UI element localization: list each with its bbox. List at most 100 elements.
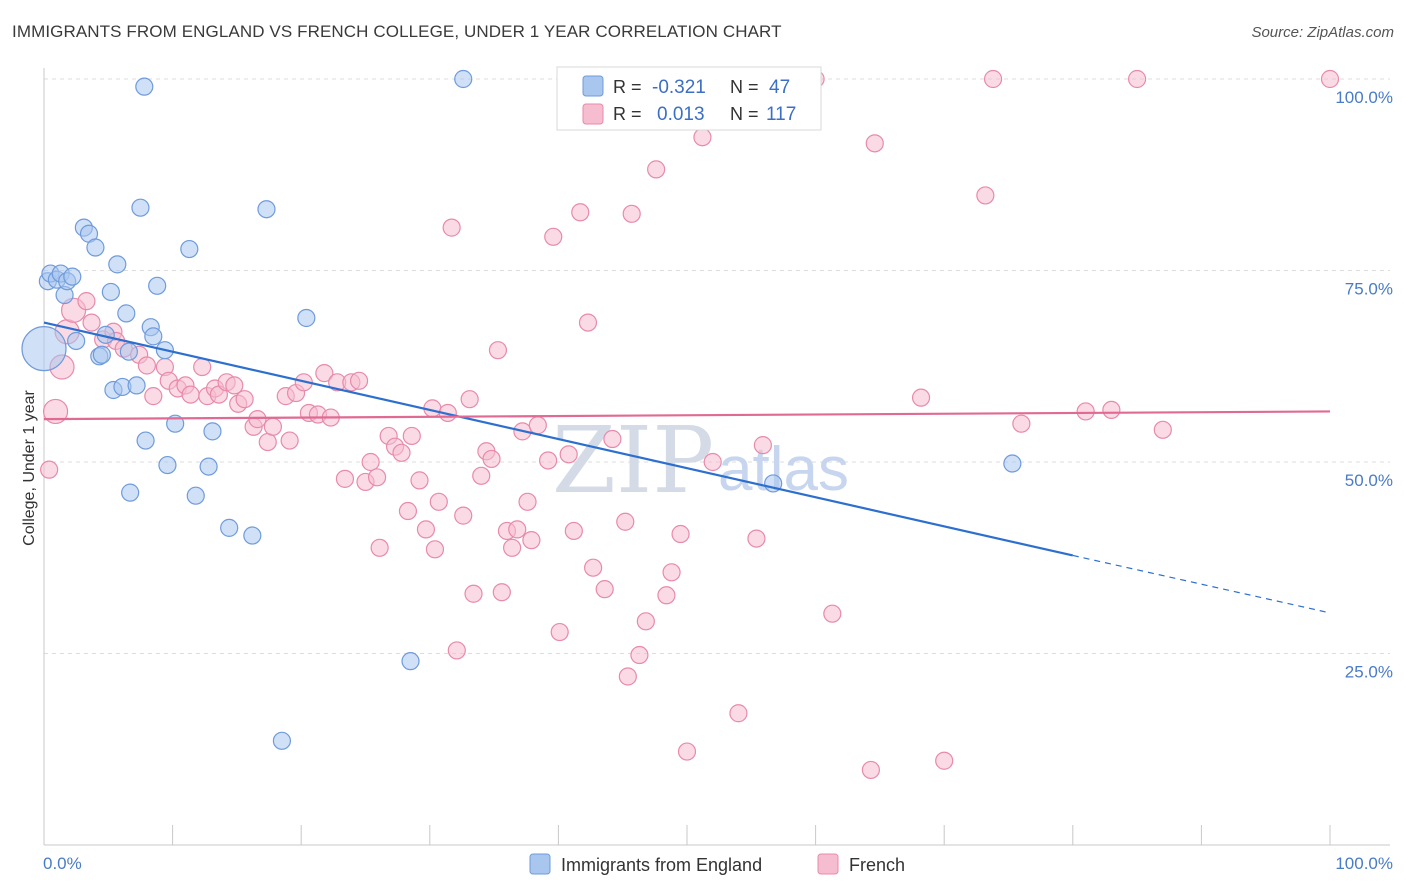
england-point [199,457,218,476]
england-point [401,652,420,671]
french-point [410,471,429,490]
french-point [753,436,772,455]
legend-r-label-england: R = [613,77,642,97]
england-point [272,731,292,750]
legend-r-value-england: -0.321 [652,77,706,98]
y-tick-label: 50.0% [1345,471,1393,490]
england-point [220,518,239,537]
england-point [131,198,150,217]
french-point [258,432,277,452]
french-point [40,460,59,479]
french-point [647,160,666,179]
french-point [823,604,842,623]
axes [43,68,1390,846]
french-point [464,584,483,603]
french-point [657,586,676,605]
england-point [117,304,136,323]
french-point [137,356,156,375]
england-point [148,276,167,295]
french-point [636,612,655,631]
legend-r-value-french: 0.013 [657,104,705,125]
y-tick-label: 75.0% [1345,280,1393,299]
chart-title: IMMIGRANTS FROM ENGLAND VS FRENCH COLLEG… [12,22,782,41]
french-point [367,468,387,487]
source-credit: Source: ZipAtlas.com [1251,24,1394,41]
french-point [416,520,436,539]
french-point [677,742,697,761]
french-point [522,531,541,550]
england-point [136,431,155,450]
england-point [119,342,138,361]
french-point [618,667,637,686]
legend-label-french: French [849,855,905,875]
french-point [429,492,448,511]
french-point [402,426,421,446]
french-point [1076,402,1095,421]
french-point [349,371,369,390]
french-point [280,431,299,450]
legend-swatch-england [582,75,604,97]
england-point [63,267,82,286]
england-trend-extension [1072,554,1331,614]
french-point [248,410,267,429]
french-point [1127,69,1147,89]
french-point [693,128,712,147]
french-point [77,292,96,311]
legend-n-value-england: 47 [769,77,790,98]
trend-lines [43,321,1331,614]
french-point [488,341,508,360]
watermark-zip: ZIP [552,407,714,514]
watermark-atlas: atlas [718,435,849,504]
england-point [454,69,473,89]
french-points [40,69,1340,780]
y-tick-labels: 25.0% 50.0% 75.0% 100.0% [1335,88,1393,682]
french-point [603,429,622,449]
correlation-legend: R = -0.321 N = 47 R = 0.013 N = 117 [556,66,822,131]
french-point [861,760,880,780]
england-point [180,239,199,259]
england-points [21,69,1022,750]
legend-swatch-french [582,103,604,125]
french-point [729,704,748,723]
legend-n-value-french: 117 [766,104,796,125]
england-point [297,308,316,328]
england-point [21,326,67,372]
french-point [564,521,583,541]
french-point [335,469,355,488]
legend-label-england: Immigrants from England [561,855,762,875]
french-point [181,385,200,404]
gridlines [44,78,1390,654]
french-point [616,512,635,531]
legend-swatch-french-bottom [817,853,839,875]
french-point [315,364,334,383]
french-point [398,501,418,521]
french-point [671,524,690,544]
england-point [186,486,205,505]
england-point [127,376,146,395]
french-point [503,538,522,557]
french-point [235,390,254,409]
england-trend-line [43,321,1074,557]
french-point [544,227,563,246]
french-point [492,583,511,602]
french-point [1320,69,1340,89]
england-point [144,327,163,346]
french-point [539,451,558,470]
french-point [442,218,461,237]
french-point [622,204,641,223]
french-point [935,751,954,770]
french-point [392,443,411,462]
x-tick-label-max: 100.0% [1335,854,1393,873]
french-point [559,445,578,464]
y-axis-title: College, Under 1 year [21,390,38,546]
french-point [1102,400,1121,420]
french-point [550,622,569,642]
series-legend: Immigrants from England French [529,853,905,875]
england-point [86,238,105,257]
french-point [193,357,212,377]
england-point [158,455,177,475]
england-point [243,526,262,545]
french-point [144,387,163,406]
y-tick-label: 25.0% [1345,663,1393,682]
england-point [101,282,120,302]
